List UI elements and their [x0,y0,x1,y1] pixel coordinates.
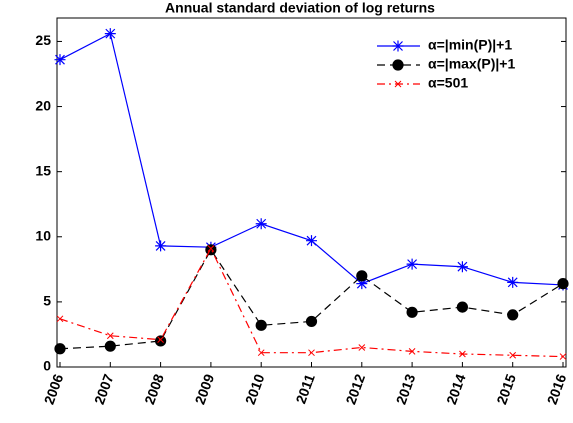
x-tick-label: 2013 [393,372,419,407]
legend-entry: α=|min(P)|+1 [377,37,512,53]
marker [155,335,167,347]
x-tick-label: 2009 [192,372,218,407]
legend-label: α=|min(P)|+1 [428,37,512,53]
marker [392,40,404,52]
x-tick-label: 2006 [41,372,67,407]
y-tick-label: 5 [43,293,51,309]
legend-label: α=501 [428,75,468,91]
marker [104,340,116,352]
legend-label: α=|max(P)|+1 [428,56,515,72]
x-tick-label: 2014 [443,372,469,407]
marker [358,344,366,351]
marker [104,28,116,40]
marker [406,306,418,318]
x-tick-label: 2016 [544,372,570,407]
marker [507,309,519,321]
y-tick-label: 10 [35,227,51,243]
marker [559,353,567,360]
marker [207,245,215,252]
marker [406,258,418,270]
marker [106,332,114,340]
marker [456,261,468,273]
marker [255,319,267,331]
marker [392,59,404,71]
marker [308,349,315,357]
marker [257,349,265,357]
x-tick-label: 2012 [342,372,368,407]
x-tick-label: 2008 [141,372,167,407]
chart-title: Annual standard deviation of log returns [165,0,435,16]
marker [54,54,66,66]
marker [557,278,569,290]
x-tick-label: 2015 [493,372,519,407]
series-line [59,247,564,358]
marker [56,315,64,323]
y-tick-label: 0 [43,358,51,374]
marker [356,278,368,290]
marker [509,351,517,359]
marker [306,235,317,247]
legend-entry: α=|max(P)|+1 [377,56,515,72]
y-tick-label: 20 [35,97,51,113]
marker [459,350,466,358]
marker [305,315,318,328]
marker [157,336,164,344]
marker [155,240,167,252]
marker [54,343,66,355]
marker [205,244,217,256]
x-tick-label: 2007 [91,372,117,407]
y-tick-label: 25 [35,32,51,48]
marker [408,348,416,355]
legend-entry: α=501 [377,75,468,91]
x-tick-label: 2011 [292,372,317,406]
marker [356,270,368,282]
marker [456,301,468,313]
x-tick-label: 2010 [242,372,268,407]
y-tick-label: 15 [35,162,51,178]
series-line [59,248,564,350]
marker [507,276,519,288]
marker [255,218,267,230]
marker [394,80,402,88]
